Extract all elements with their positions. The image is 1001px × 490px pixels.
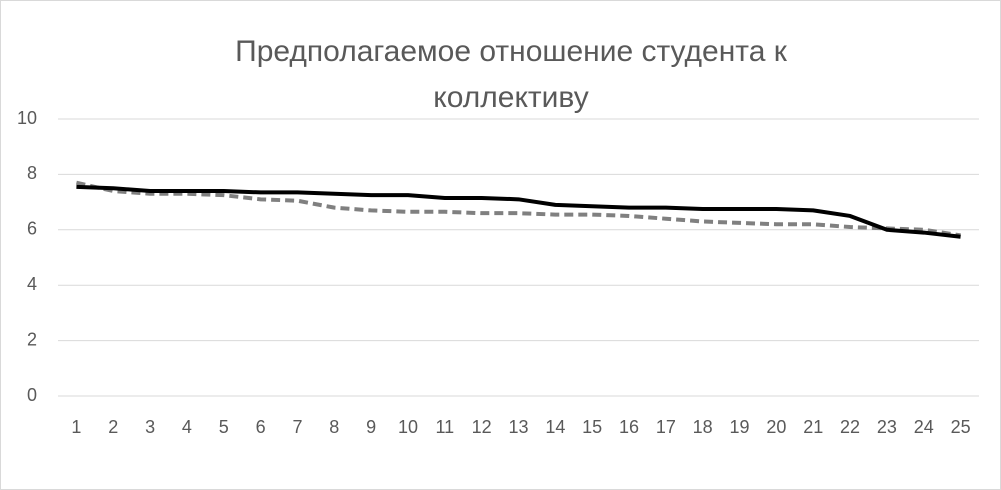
- x-tick-label: 14: [545, 417, 565, 437]
- x-tick-label: 3: [145, 417, 155, 437]
- x-tick-label: 18: [693, 417, 713, 437]
- x-tick-label: 24: [914, 417, 934, 437]
- y-tick-label: 4: [27, 274, 37, 294]
- y-tick-label: 6: [27, 219, 37, 239]
- x-tick-label: 17: [656, 417, 676, 437]
- chart-title: Предполагаемое отношение студента к колл…: [235, 35, 787, 114]
- x-tick-label: 6: [256, 417, 266, 437]
- x-tick-label: 2: [108, 417, 118, 437]
- x-tick-label: 1: [71, 417, 81, 437]
- x-tick-label: 8: [329, 417, 339, 437]
- x-tick-label: 4: [182, 417, 192, 437]
- x-tick-label: 21: [803, 417, 823, 437]
- x-tick-label: 16: [619, 417, 639, 437]
- x-tick-label: 9: [366, 417, 376, 437]
- line-series: [75, 180, 961, 238]
- x-tick-label: 5: [219, 417, 229, 437]
- y-tick-label: 2: [27, 329, 37, 349]
- x-tick-label: 22: [840, 417, 860, 437]
- x-tick-label: 13: [508, 417, 528, 437]
- x-tick-label: 25: [951, 417, 971, 437]
- x-tick-label: 15: [582, 417, 602, 437]
- y-tick-label: 10: [17, 108, 37, 128]
- x-tick-label: 19: [730, 417, 750, 437]
- x-tick-label: 10: [398, 417, 418, 437]
- x-tick-label: 23: [877, 417, 897, 437]
- line-series: [76, 184, 961, 239]
- y-tick-label: 8: [27, 163, 37, 183]
- x-tick-label: 12: [472, 417, 492, 437]
- x-tick-label: 7: [292, 417, 302, 437]
- y-tick-label: 0: [27, 385, 37, 405]
- x-tick-label: 20: [766, 417, 786, 437]
- x-tick-label: 11: [435, 417, 454, 437]
